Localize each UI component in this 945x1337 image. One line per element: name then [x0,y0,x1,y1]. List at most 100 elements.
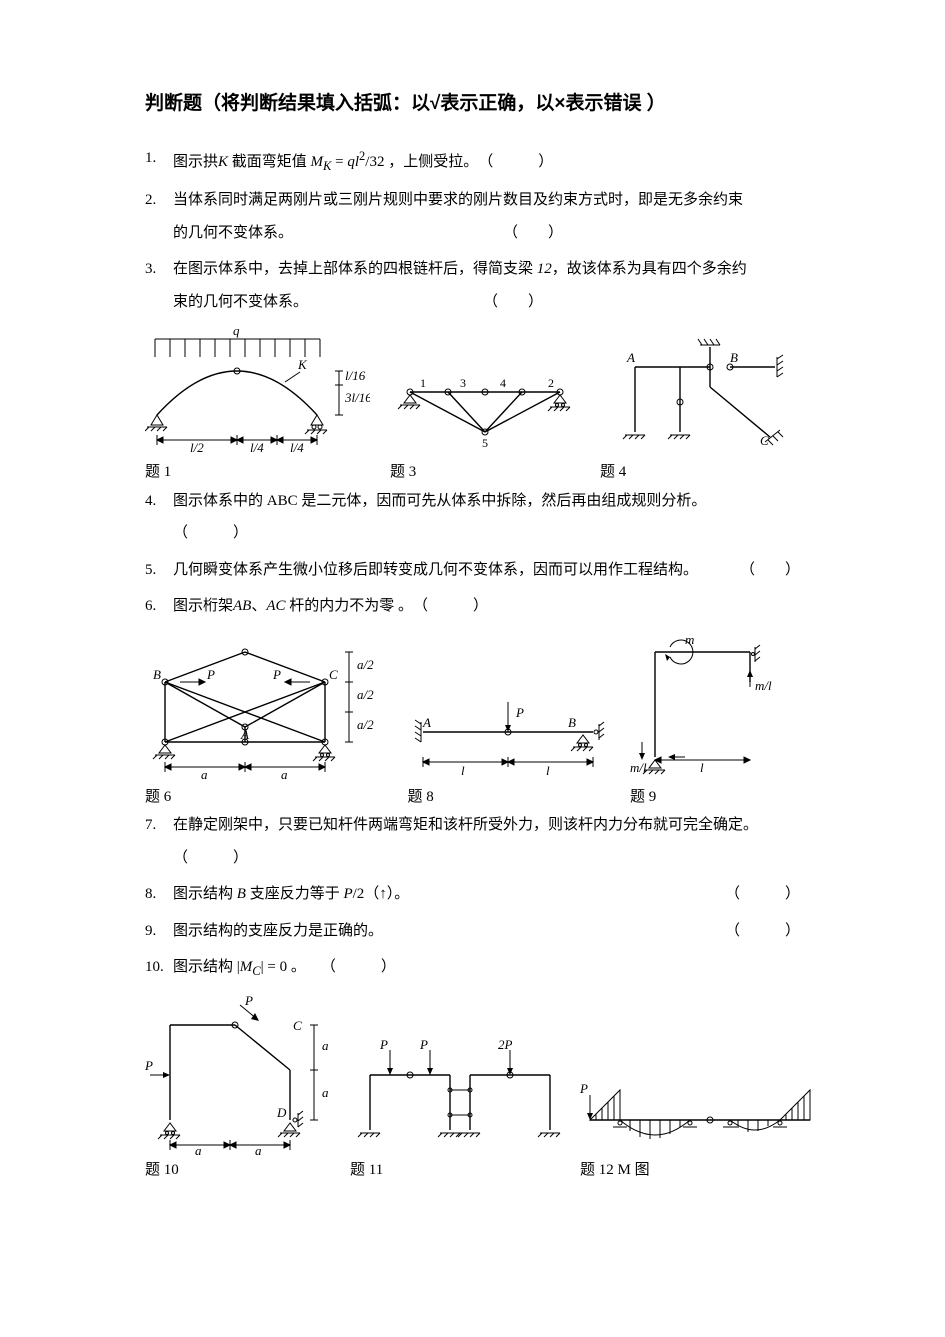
q10-number: 10. [145,956,164,979]
svg-text:C: C [293,1018,302,1033]
fig8-caption: 题 8 [408,786,434,809]
figure-row-2: B C A P P a/2 a/2 a/2 [145,632,800,809]
svg-text:P: P [580,1081,588,1096]
svg-text:3: 3 [460,376,466,390]
q3-text: 在图示体系中，去掉上部体系的四根链杆后，得简支梁 12，故该体系为具有四个多余约… [173,261,800,313]
fig8-svg: P A B l l [408,687,608,782]
q7-text: 在静定刚架中，只要已知杆件两端弯矩和该杆所受外力，则该杆内力分布就可完全确定。 [173,817,758,833]
question-9: 9. 图示结构的支座反力是正确的。 （ ） [145,920,800,943]
q7-number: 7. [145,814,156,837]
fig4-caption: 题 4 [600,461,626,484]
svg-text:P: P [206,667,215,682]
q2-text: 当体系同时满足两刚片或三刚片规则中要求的刚片数目及约束方式时，即是无多余约束 的… [173,192,800,244]
svg-text:B: B [568,715,576,730]
svg-text:a: a [281,767,288,782]
svg-text:1: 1 [420,376,426,390]
figure-12: P 题 12 M 图 [580,1065,820,1182]
svg-text:2P: 2P [498,1037,513,1052]
svg-text:P: P [145,1058,153,1073]
svg-text:A: A [422,715,431,730]
q8-number: 8. [145,883,156,906]
fig9-caption: 题 9 [630,786,656,809]
fig6-svg: B C A P P a/2 a/2 a/2 [145,637,385,782]
figure-8: P A B l l 题 8 [408,687,608,809]
question-10: 10. 图示结构 |MC| = 0 。 （ ） [145,956,800,981]
question-3: 3. 在图示体系中，去掉上部体系的四根链杆后，得简支梁 12，故该体系为具有四个… [145,258,800,313]
question-5: 5. 几何瞬变体系产生微小位移后即转变成几何不变体系，因而可以用作工程结构。 （… [145,559,800,582]
svg-text:P: P [515,705,524,720]
svg-text:A: A [240,727,249,742]
svg-text:m: m [685,632,694,647]
question-list: 1. 图示拱K 截面弯矩值 MK = ql2/32 ，上侧受拉。 （ ） 2. … [145,147,800,314]
svg-text:a: a [322,1038,329,1053]
fig10-svg: P P C D a a [145,995,340,1155]
q9-number: 9. [145,920,156,943]
question-list-2: 4. 图示体系中的 ABC 是二元体，因而可先从体系中拆除，然后再由组成规则分析… [145,490,800,618]
fig3-caption: 题 3 [390,461,416,484]
svg-text:m/l: m/l [630,760,647,775]
q3-number: 3. [145,258,156,281]
q4-number: 4. [145,490,156,513]
q10-text: 图示结构 |MC| = 0 。 （ ） [173,959,396,975]
svg-text:l/4: l/4 [250,440,264,455]
question-list-3: 7. 在静定刚架中，只要已知杆件两端弯矩和该杆所受外力，则该杆内力分布就可完全确… [145,814,800,981]
figure-row-3: P P C D a a [145,995,800,1182]
fig4-svg: A B C [600,327,800,457]
fig1-svg: q K l/16 3l/16 [145,327,370,457]
svg-text:m/l: m/l [755,678,772,693]
question-6: 6. 图示桁架AB、AC 杆的内力不为零 。 （ ） [145,595,800,618]
q8-paren: （ ） [725,883,800,906]
svg-text:C: C [329,667,338,682]
svg-text:4: 4 [500,376,506,390]
q9-text: 图示结构的支座反力是正确的。 [173,923,383,939]
fig6-caption: 题 6 [145,786,171,809]
question-2: 2. 当体系同时满足两刚片或三刚片规则中要求的刚片数目及约束方式时，即是无多余约… [145,189,800,244]
figure-row-1: q K l/16 3l/16 [145,327,800,484]
svg-text:a/2: a/2 [357,687,374,702]
q5-text: 几何瞬变体系产生微小位移后即转变成几何不变体系，因而可以用作工程结构。 [173,562,698,578]
svg-text:q: q [233,327,240,338]
q6-text: 图示桁架AB、AC 杆的内力不为零 。 （ ） [173,598,488,614]
fig3-svg: 1 3 4 2 5 [390,367,580,457]
q8-text: 图示结构 B 支座反力等于 P/2（↑）。 [173,886,409,902]
figure-10: P P C D a a [145,995,340,1182]
fig11-caption: 题 11 [350,1159,383,1182]
svg-text:l: l [461,763,465,778]
svg-text:l/4: l/4 [290,440,304,455]
svg-text:l: l [546,763,550,778]
question-4: 4. 图示体系中的 ABC 是二元体，因而可先从体系中拆除，然后再由组成规则分析… [145,490,800,545]
svg-text:3l/16: 3l/16 [344,390,370,405]
figure-6: B C A P P a/2 a/2 a/2 [145,637,385,809]
question-7: 7. 在静定刚架中，只要已知杆件两端弯矩和该杆所受外力，则该杆内力分布就可完全确… [145,814,800,869]
q5-number: 5. [145,559,156,582]
svg-text:P: P [379,1037,388,1052]
svg-text:a: a [322,1085,329,1100]
svg-text:B: B [730,350,738,365]
svg-text:2: 2 [548,376,554,390]
fig1-caption: 题 1 [145,461,171,484]
fig12-svg: P [580,1065,820,1155]
figure-9: m m/l m/l l 题 [630,632,800,809]
figure-4: A B C 题 4 [600,327,800,484]
fig10-caption: 题 10 [145,1159,179,1182]
svg-text:P: P [244,995,253,1008]
svg-text:B: B [153,667,161,682]
svg-text:P: P [419,1037,428,1052]
q5-paren: （ ） [740,559,800,582]
q2-number: 2. [145,189,156,212]
svg-text:K: K [297,357,308,372]
figure-11: P P 2P 题 11 [350,1035,570,1182]
fig9-svg: m m/l m/l l [630,632,800,782]
svg-text:a/2: a/2 [357,717,374,732]
page-title: 判断题（将判断结果填入括弧：以√表示正确，以×表示错误 ） [145,90,800,119]
svg-text:P: P [272,667,281,682]
svg-text:A: A [626,350,635,365]
svg-text:a: a [255,1143,262,1155]
question-1: 1. 图示拱K 截面弯矩值 MK = ql2/32 ，上侧受拉。 （ ） [145,147,800,176]
svg-text:5: 5 [482,436,488,450]
svg-text:D: D [276,1105,287,1120]
fig12-caption: 题 12 M 图 [580,1159,650,1182]
svg-text:l/16: l/16 [345,368,366,383]
svg-text:l/2: l/2 [190,440,204,455]
q6-number: 6. [145,595,156,618]
